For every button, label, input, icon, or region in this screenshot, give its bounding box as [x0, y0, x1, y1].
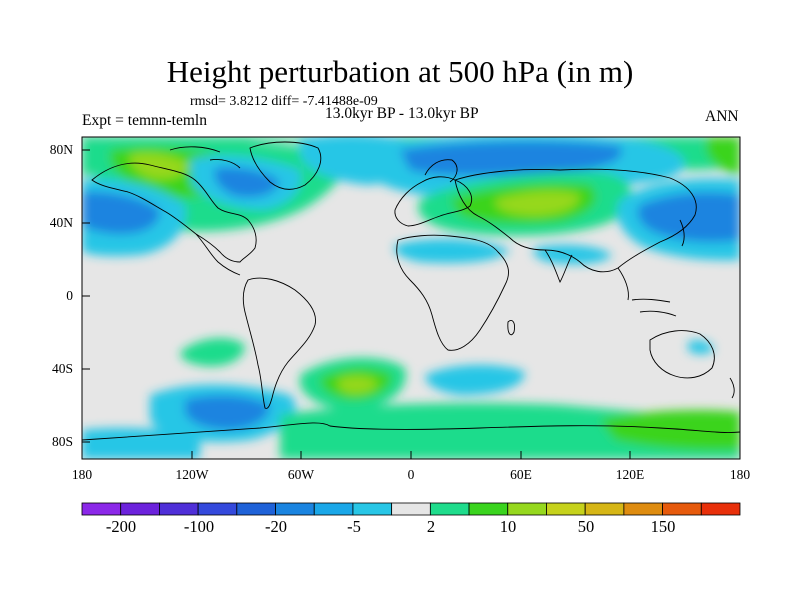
- colorbar-label: -100: [183, 517, 215, 536]
- lon-label-60e: 60E: [510, 467, 532, 482]
- colorbar-swatch: [623, 502, 663, 516]
- colorbar-label: -20: [265, 517, 287, 536]
- colorbar-swatch: [468, 502, 509, 516]
- lat-label-80s: 80S: [51, 434, 73, 449]
- colorbar-swatch: [352, 502, 393, 516]
- colorbar-swatch: [391, 502, 431, 516]
- colorbar-label: 50: [577, 517, 595, 536]
- colorbar-label: 150: [650, 517, 676, 536]
- colorbar: [81, 502, 741, 516]
- colorbar-swatch: [81, 502, 122, 516]
- axis-ticks: [81, 149, 741, 459]
- colorbar-label: -200: [105, 517, 137, 536]
- period-subtitle: 13.0kyr BP - 13.0kyr BP: [325, 105, 479, 122]
- colorbar-swatch: [197, 502, 238, 516]
- lon-label-180-east: 180: [729, 467, 751, 482]
- lon-label-0: 0: [407, 467, 415, 482]
- colorbar-swatch: [662, 502, 702, 516]
- lat-label-40s: 40S: [51, 361, 73, 376]
- lon-label-60w: 60W: [287, 467, 315, 482]
- coastlines: [82, 141, 740, 441]
- lat-label-40n: 40N: [49, 215, 73, 230]
- lat-label-0: 0: [66, 288, 73, 303]
- map-title: Height perturbation at 500 hPa (in m): [166, 54, 634, 89]
- lon-label-120e: 120E: [615, 467, 645, 482]
- rmsd-diff-stats: rmsd= 3.8212 diff= -7.41488e-09: [190, 94, 378, 109]
- colorbar-swatch: [584, 502, 625, 516]
- colorbar-swatch: [159, 502, 199, 516]
- colorbar-swatch: [546, 502, 586, 516]
- colorbar-swatch: [313, 502, 354, 516]
- colorbar-label: -5: [347, 517, 361, 536]
- colorbar-swatch: [275, 502, 315, 516]
- height-field: [82, 137, 740, 459]
- colorbar-swatch: [429, 502, 470, 516]
- colorbar-swatch: [507, 502, 547, 516]
- experiment-label: Expt = temnn-temln: [82, 112, 207, 129]
- colorbar-swatch: [700, 502, 741, 516]
- lat-label-80n: 80N: [49, 142, 73, 157]
- lon-label-120w: 120W: [175, 467, 209, 482]
- lon-label-180-west: 180: [71, 467, 93, 482]
- colorbar-swatch: [236, 502, 276, 516]
- colorbar-label: 2: [426, 517, 436, 536]
- colorbar-swatch: [120, 502, 160, 516]
- contour-fill-layer: [82, 137, 740, 459]
- colorbar-label: 10: [499, 517, 517, 536]
- season-label: ANN: [705, 108, 739, 125]
